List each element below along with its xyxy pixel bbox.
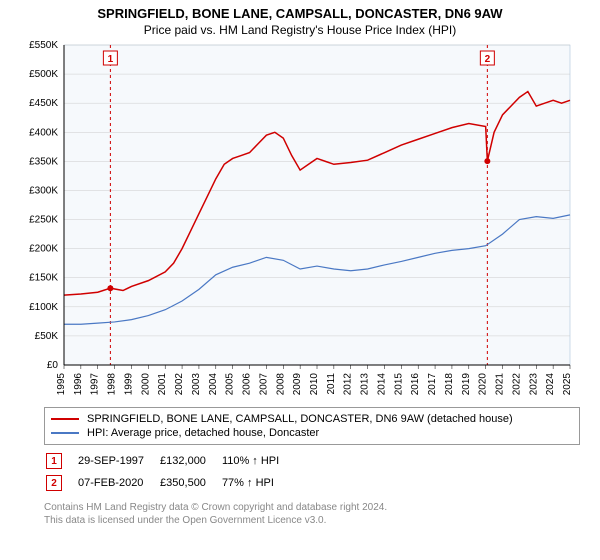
marker-pct: 77% ↑ HPI (222, 473, 293, 493)
svg-text:2001: 2001 (157, 373, 168, 396)
svg-text:2000: 2000 (140, 373, 151, 396)
marker-row: 1 29-SEP-1997£132,000110% ↑ HPI (46, 451, 293, 471)
svg-text:2019: 2019 (461, 373, 472, 396)
svg-text:£450K: £450K (29, 98, 58, 109)
svg-text:2023: 2023 (528, 373, 539, 396)
marker-table: 1 29-SEP-1997£132,000110% ↑ HPI 2 07-FEB-20… (44, 449, 295, 495)
svg-text:2008: 2008 (275, 373, 286, 396)
footer-line-1: Contains HM Land Registry data © Crown c… (44, 501, 580, 514)
svg-text:2010: 2010 (309, 373, 320, 396)
legend-label: HPI: Average price, detached house, Donc… (87, 427, 319, 439)
svg-text:2004: 2004 (208, 373, 219, 396)
svg-text:£50K: £50K (35, 331, 59, 342)
chart-title: SPRINGFIELD, BONE LANE, CAMPSALL, DONCAS… (0, 0, 600, 21)
chart-subtitle: Price paid vs. HM Land Registry's House … (0, 21, 600, 41)
svg-text:£250K: £250K (29, 215, 58, 226)
svg-text:2021: 2021 (495, 373, 506, 396)
chart-area: £0 £50K £100K £150K £200K £250K £300K £350K £400… (20, 41, 580, 401)
svg-text:£400K: £400K (29, 127, 58, 138)
svg-text:£550K: £550K (29, 41, 58, 51)
marker-badge: 2 (46, 475, 62, 491)
marker-price: £132,000 (160, 451, 220, 471)
svg-text:2016: 2016 (410, 373, 421, 396)
marker-row: 2 07-FEB-2020£350,50077% ↑ HPI (46, 473, 293, 493)
svg-text:2003: 2003 (191, 373, 202, 396)
marker-date: 07-FEB-2020 (78, 473, 158, 493)
svg-text:2012: 2012 (343, 373, 354, 396)
svg-text:£150K: £150K (29, 273, 58, 284)
svg-text:£500K: £500K (29, 69, 58, 80)
marker-date: 29-SEP-1997 (78, 451, 158, 471)
legend-item: HPI: Average price, detached house, Donc… (51, 426, 573, 440)
svg-text:1997: 1997 (90, 373, 101, 396)
svg-text:2013: 2013 (360, 373, 371, 396)
svg-text:2009: 2009 (292, 373, 303, 396)
legend: SPRINGFIELD, BONE LANE, CAMPSALL, DONCAS… (44, 407, 580, 445)
svg-text:£300K: £300K (29, 185, 58, 196)
svg-text:1999: 1999 (123, 373, 134, 396)
svg-text:£0: £0 (47, 360, 59, 371)
svg-text:£100K: £100K (29, 302, 58, 313)
marker-price: £350,500 (160, 473, 220, 493)
svg-text:2014: 2014 (376, 373, 387, 396)
svg-text:2005: 2005 (225, 373, 236, 396)
svg-text:2006: 2006 (242, 373, 253, 396)
svg-text:1998: 1998 (107, 373, 118, 396)
svg-text:2017: 2017 (427, 373, 438, 396)
legend-label: SPRINGFIELD, BONE LANE, CAMPSALL, DONCAS… (87, 413, 513, 425)
svg-text:2: 2 (485, 54, 491, 65)
svg-text:2022: 2022 (511, 373, 522, 396)
legend-item: SPRINGFIELD, BONE LANE, CAMPSALL, DONCAS… (51, 412, 573, 426)
svg-text:2015: 2015 (393, 373, 404, 396)
svg-text:2007: 2007 (258, 373, 269, 396)
svg-text:2025: 2025 (562, 373, 573, 396)
svg-text:1: 1 (108, 54, 114, 65)
svg-text:2018: 2018 (444, 373, 455, 396)
footer: Contains HM Land Registry data © Crown c… (44, 501, 580, 527)
svg-text:£350K: £350K (29, 156, 58, 167)
svg-text:1995: 1995 (56, 373, 67, 396)
legend-swatch (51, 418, 79, 420)
marker-pct: 110% ↑ HPI (222, 451, 293, 471)
svg-text:2002: 2002 (174, 373, 185, 396)
svg-text:1996: 1996 (73, 373, 84, 396)
marker-badge: 1 (46, 453, 62, 469)
footer-line-2: This data is licensed under the Open Gov… (44, 514, 580, 527)
svg-text:2020: 2020 (478, 373, 489, 396)
svg-text:2011: 2011 (326, 373, 337, 395)
svg-text:£200K: £200K (29, 244, 58, 255)
svg-text:2024: 2024 (545, 373, 556, 396)
line-chart: £0 £50K £100K £150K £200K £250K £300K £350K £400… (20, 41, 580, 401)
legend-swatch (51, 432, 79, 434)
